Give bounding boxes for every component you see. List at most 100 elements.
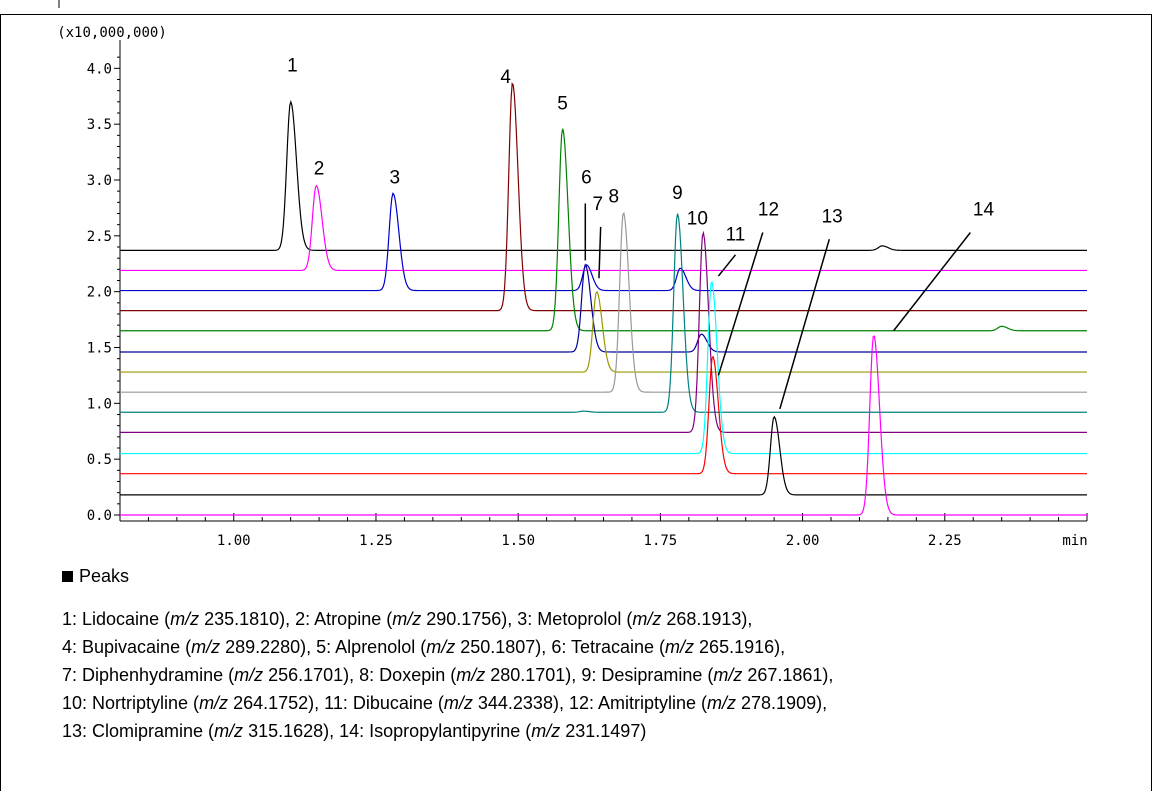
mz-prefix: m/z [191, 637, 221, 657]
peak-pointer-line [717, 254, 737, 277]
peak-label: 3 [389, 167, 400, 188]
peak-label: 9 [672, 183, 683, 204]
compound-name: 8: Doxepin ( [359, 665, 457, 685]
chromatogram-chart: (x10,000,000) 0.0 0.5 1.0 1.5 2.0 2.5 3.0 3.5 4.0… [57, 25, 1087, 549]
peak-pointer-line [779, 238, 831, 410]
peak-label: 1 [287, 56, 298, 77]
trace-line [120, 82, 1087, 312]
mz-value: 235.1810), [199, 609, 296, 629]
compound-name: 11: Dibucaine ( [324, 693, 444, 713]
figure-frame [0, 14, 1152, 791]
mz-value: 250.1807), [455, 637, 552, 657]
trace-line [120, 280, 1087, 455]
y-tick-label: 4.0 [87, 61, 112, 77]
mz-prefix: m/z [214, 721, 244, 741]
mz-prefix: m/z [713, 665, 743, 685]
mz-value: 265.1916), [694, 637, 786, 657]
mz-value: 267.1861), [742, 665, 834, 685]
y-tick-label: 3.0 [87, 173, 112, 189]
legend-line: 10: Nortriptyline (m/z 264.1752), 11: Di… [62, 689, 833, 717]
legend-line: 7: Diphenhydramine (m/z 256.1701), 8: Do… [62, 661, 833, 689]
trace-line [120, 192, 1087, 292]
legend-lines: 1: Lidocaine (m/z 235.1810), 2: Atropine… [62, 605, 833, 745]
y-tick-label: 2.5 [87, 229, 112, 245]
trace-line [120, 230, 1087, 433]
compound-name: 3: Metoprolol ( [517, 609, 633, 629]
mz-value: 315.1628), [243, 721, 340, 741]
trace-line [120, 263, 1087, 353]
mz-prefix: m/z [707, 693, 737, 713]
axes: (x10,000,000) 0.0 0.5 1.0 1.5 2.0 2.5 3.0 3.5 4.0… [57, 25, 1087, 549]
mz-prefix: m/z [443, 693, 473, 713]
peak-label: 8 [608, 186, 619, 207]
legend-line: 1: Lidocaine (m/z 235.1810), 2: Atropine… [62, 605, 833, 633]
peak-label: 4 [500, 67, 511, 88]
x-tick-label: 1.25 [359, 533, 393, 549]
mz-prefix: m/z [170, 609, 200, 629]
mz-prefix: m/z [426, 637, 456, 657]
legend-heading-text: Peaks [79, 566, 130, 586]
peak-pointer-line [717, 232, 764, 376]
square-bullet-icon [62, 571, 73, 582]
trace-line [120, 355, 1087, 475]
mz-prefix: m/z [632, 609, 662, 629]
legend-heading: Peaks [62, 566, 833, 587]
trace-line [120, 128, 1087, 332]
mz-prefix: m/z [456, 665, 486, 685]
y-tick-label: 2.0 [87, 285, 112, 301]
x-tick-label: 1.75 [644, 533, 678, 549]
trace-line [120, 99, 1087, 251]
x-tick-label: 1.50 [501, 533, 535, 549]
trace-line [120, 211, 1087, 393]
clipped-top-mark [58, 0, 60, 8]
mz-value: 268.1913), [661, 609, 753, 629]
x-tick-label: 2.25 [928, 533, 962, 549]
y-tick-label: 0.5 [87, 452, 112, 468]
mz-value: 231.1497) [560, 721, 647, 741]
peak-label: 2 [314, 158, 325, 179]
compound-name: 13: Clomipramine ( [62, 721, 215, 741]
mz-prefix: m/z [392, 609, 422, 629]
y-tick-label: 1.5 [87, 341, 112, 357]
compound-name: 6: Tetracaine ( [551, 637, 666, 657]
compound-name: 12: Amitriptyline ( [568, 693, 708, 713]
compound-name: 9: Desipramine ( [581, 665, 714, 685]
x-axis-unit-label: min [1062, 533, 1087, 549]
mz-prefix: m/z [234, 665, 264, 685]
y-multiplier-label: (x10,000,000) [57, 25, 167, 41]
mz-value: 264.1752), [228, 693, 325, 713]
compound-name: 5: Alprenolol ( [316, 637, 427, 657]
peak-label: 6 [581, 167, 592, 188]
compound-name: 10: Nortriptyline ( [62, 693, 200, 713]
peak-label: 5 [557, 94, 568, 115]
trace-line [120, 335, 1087, 516]
y-tick-label: 3.5 [87, 117, 112, 133]
trace-line [120, 184, 1087, 272]
chromatogram-traces [120, 82, 1087, 516]
trace-line [120, 213, 1087, 413]
legend-line: 4: Bupivacaine (m/z 289.2280), 5: Alpren… [62, 633, 833, 661]
x-tick-label: 2.00 [786, 533, 820, 549]
peak-legend: Peaks 1: Lidocaine (m/z 235.1810), 2: At… [62, 566, 833, 745]
mz-value: 278.1909), [736, 693, 828, 713]
y-tick-label: 0.0 [87, 508, 112, 524]
mz-prefix: m/z [199, 693, 229, 713]
trace-line [120, 415, 1087, 496]
peak-label: 13 [822, 206, 843, 227]
legend-line: 13: Clomipramine (m/z 315.1628), 14: Iso… [62, 717, 833, 745]
peak-pointer-line [598, 226, 602, 279]
mz-value: 289.2280), [220, 637, 317, 657]
x-tick-label: 1.00 [217, 533, 251, 549]
peak-label: 12 [758, 200, 779, 221]
compound-name: 4: Bupivacaine ( [62, 637, 192, 657]
compound-name: 14: Isopropylantipyrine ( [339, 721, 532, 741]
mz-prefix: m/z [665, 637, 695, 657]
mz-value: 344.2338), [472, 693, 569, 713]
mz-value: 290.1756), [421, 609, 518, 629]
compound-name: 7: Diphenhydramine ( [62, 665, 235, 685]
peak-label: 10 [687, 209, 708, 230]
peak-pointer-line [893, 232, 971, 332]
mz-prefix: m/z [531, 721, 561, 741]
trace-line [120, 290, 1087, 373]
